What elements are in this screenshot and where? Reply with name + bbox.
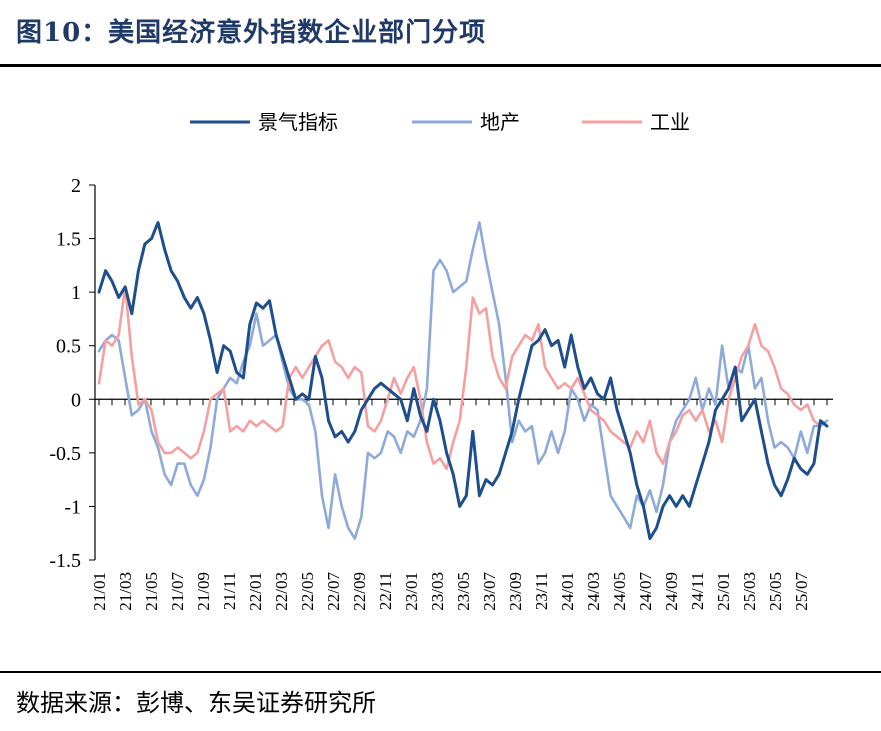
x-tick-label: 22/01	[246, 572, 265, 611]
series-line-dichan	[97, 221, 829, 540]
x-tick-label: 23/09	[506, 572, 525, 611]
bottom-rule	[0, 671, 881, 673]
legend-label: 景气指标	[258, 110, 338, 134]
y-tick-label: -1.5	[49, 550, 81, 572]
y-tick-label: 0.5	[56, 336, 81, 358]
x-tick-label: 21/03	[116, 572, 135, 611]
x-tick-label: 21/01	[90, 572, 109, 611]
x-tick-label: 24/07	[636, 572, 655, 611]
y-tick-label: -1	[64, 496, 81, 518]
x-tick-label: 23/01	[402, 572, 421, 611]
x-tick-label: 24/11	[688, 572, 707, 610]
x-tick-label: 24/09	[662, 572, 681, 611]
y-tick-label: 1	[71, 282, 81, 304]
x-tick-label: 24/01	[558, 572, 577, 611]
x-tick-label: 25/07	[792, 572, 811, 611]
series-line-gongye	[97, 285, 822, 471]
x-tick-label: 24/05	[610, 572, 629, 611]
x-tick-label: 21/07	[168, 572, 187, 611]
x-tick-label: 23/11	[532, 572, 551, 610]
x-tick-label: 23/07	[480, 572, 499, 611]
x-axis: 21/01 21/03 21/05 21/07 21/09 21/11 22/01 22/03…	[90, 398, 833, 611]
figure-title: 图10：美国经济意外指数企业部门分项	[16, 18, 487, 48]
x-tick-label: 22/11	[376, 572, 395, 610]
x-tick-label: 25/01	[714, 572, 733, 611]
x-tick-label: 21/11	[220, 572, 239, 610]
y-tick-label: 2	[71, 175, 81, 197]
x-tick-label: 23/05	[454, 572, 473, 611]
x-tick-label: 22/07	[324, 572, 343, 611]
source-note: 数据来源：彭博、东吴证券研究所	[16, 689, 376, 717]
legend-label: 地产	[480, 110, 520, 134]
x-tick-label: 21/09	[194, 572, 213, 611]
x-tick-label: 21/05	[142, 572, 161, 611]
y-tick-label: -0.5	[49, 443, 81, 465]
series-lines	[97, 221, 829, 541]
y-tick-label: 1.5	[56, 229, 81, 251]
x-tick-label: 25/05	[766, 572, 785, 611]
x-tick-label: 23/03	[428, 572, 447, 611]
y-tick-label: 0	[71, 389, 81, 411]
top-rule	[0, 64, 881, 67]
x-tick-label: 24/03	[584, 572, 603, 611]
y-axis: 2 1.5 1 0.5 0 -0.5 -1 -1.5	[49, 175, 96, 572]
legend: 景气指标 地产 工业	[190, 110, 690, 134]
x-tick-label: 22/05	[298, 572, 317, 611]
legend-label: 工业	[650, 110, 690, 134]
series-line-jingqi	[97, 221, 829, 541]
line-chart: 景气指标 地产 工业 21.510.50-0.5-1-1.5 21/01 21/03 2…	[49, 110, 833, 611]
x-tick-label: 22/03	[272, 572, 291, 611]
x-tick-label: 25/03	[740, 572, 759, 611]
x-tick-label: 22/09	[350, 572, 369, 611]
